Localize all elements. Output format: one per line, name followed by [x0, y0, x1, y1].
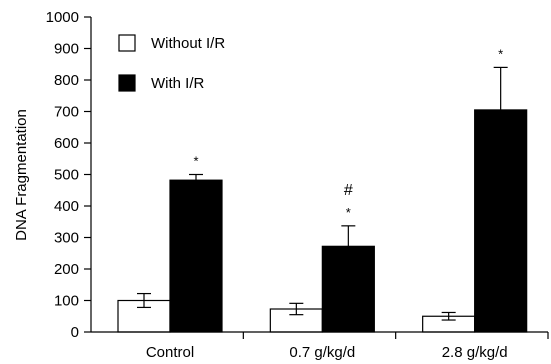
x-category-label: 0.7 g/kg/d — [289, 344, 355, 361]
legend-swatch-with-ir — [118, 74, 136, 92]
y-tick-label: 100 — [54, 293, 79, 310]
y-tick-label: 700 — [54, 104, 79, 121]
y-tick-label: 1000 — [46, 9, 79, 26]
y-tick-label: 800 — [54, 72, 79, 89]
x-category-label: Control — [146, 344, 194, 361]
y-tick-label: 600 — [54, 135, 79, 152]
y-tick-label: 0 — [71, 324, 79, 341]
asterisk-annotation: * — [498, 46, 503, 61]
x-axis: Control 0.7 g/kg/d 2.8 g/kg/d — [91, 331, 549, 361]
y-tick-label: 500 — [54, 167, 79, 184]
bars — [117, 66, 528, 333]
y-tick-label: 400 — [54, 198, 79, 215]
y-tick-label: 200 — [54, 261, 79, 278]
legend-label-with-ir: With I/R — [151, 75, 205, 92]
legend: Without I/R With I/R — [118, 34, 225, 92]
y-tick-label: 300 — [54, 230, 79, 247]
asterisk-annotation: * — [346, 205, 351, 220]
legend-label-without-ir: Without I/R — [151, 35, 225, 52]
y-axis-title: DNA Fragmentation — [13, 109, 30, 241]
legend-swatch-without-ir — [118, 34, 136, 52]
significance-annotations: * * # * — [193, 46, 503, 219]
bar-with-ir — [169, 179, 223, 333]
hash-annotation: # — [344, 182, 353, 199]
y-tick-label: 900 — [54, 41, 79, 58]
bar-with-ir — [474, 109, 528, 333]
x-category-label: 2.8 g/kg/d — [442, 344, 508, 361]
asterisk-annotation: * — [193, 154, 198, 169]
bar-with-ir — [321, 245, 375, 333]
y-axis: 0 100 200 300 400 500 600 700 800 900 1000 — [46, 9, 92, 341]
